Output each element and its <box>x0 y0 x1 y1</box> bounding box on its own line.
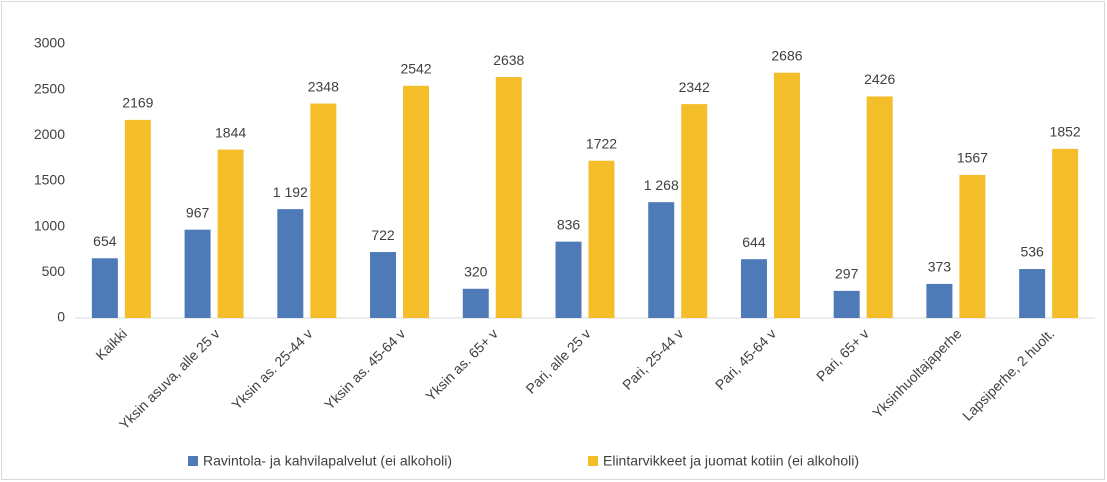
y-tick-label: 1500 <box>34 172 65 188</box>
legend-swatch <box>588 456 598 466</box>
data-label: 644 <box>742 234 766 250</box>
y-tick-label: 2500 <box>34 80 65 96</box>
bar <box>866 96 893 319</box>
bar <box>926 283 953 318</box>
bar <box>462 288 489 318</box>
bar <box>403 85 430 319</box>
bar <box>184 229 211 318</box>
y-tick-label: 3000 <box>34 35 65 51</box>
data-label: 2426 <box>864 71 895 87</box>
bar <box>681 104 708 318</box>
data-label: 2169 <box>122 95 153 111</box>
data-label: 1 192 <box>273 184 308 200</box>
bar <box>555 241 582 318</box>
bar <box>588 160 615 318</box>
data-label: 1722 <box>586 135 617 151</box>
data-label: 2638 <box>493 52 524 68</box>
data-label: 536 <box>1020 244 1044 260</box>
legend-swatch <box>188 456 198 466</box>
data-label: 320 <box>464 263 488 279</box>
data-label: 967 <box>186 204 210 220</box>
bar <box>370 252 397 318</box>
bar <box>959 174 986 318</box>
bar <box>833 290 860 318</box>
data-label: 297 <box>835 266 859 282</box>
data-label: 373 <box>928 259 952 275</box>
bar <box>124 119 151 318</box>
data-label: 654 <box>93 233 117 249</box>
bar <box>1052 148 1079 318</box>
bar <box>277 209 304 318</box>
data-label: 2686 <box>771 47 802 63</box>
legend-label: Elintarvikkeet ja juomat kotiin (ei alko… <box>603 453 859 469</box>
data-label: 836 <box>557 216 581 232</box>
data-label: 1 268 <box>644 177 679 193</box>
y-tick-label: 500 <box>42 263 66 279</box>
bar <box>1019 269 1046 318</box>
data-label: 2342 <box>679 79 710 95</box>
bar <box>310 103 337 318</box>
data-label: 2348 <box>308 78 339 94</box>
y-tick-label: 0 <box>57 309 65 325</box>
legend-label: Ravintola- ja kahvilapalvelut (ei alkoho… <box>203 453 452 469</box>
data-label: 2542 <box>400 61 431 77</box>
y-tick-label: 2000 <box>34 126 65 142</box>
bar <box>773 72 800 318</box>
data-label: 722 <box>371 227 395 243</box>
data-label: 1852 <box>1050 124 1081 140</box>
bar <box>648 202 675 318</box>
bar <box>740 259 767 318</box>
y-tick-label: 1000 <box>34 217 65 233</box>
bar <box>91 258 118 318</box>
data-label: 1844 <box>215 124 246 140</box>
data-label: 1567 <box>957 150 988 166</box>
bar <box>217 149 244 318</box>
bar <box>495 77 522 318</box>
